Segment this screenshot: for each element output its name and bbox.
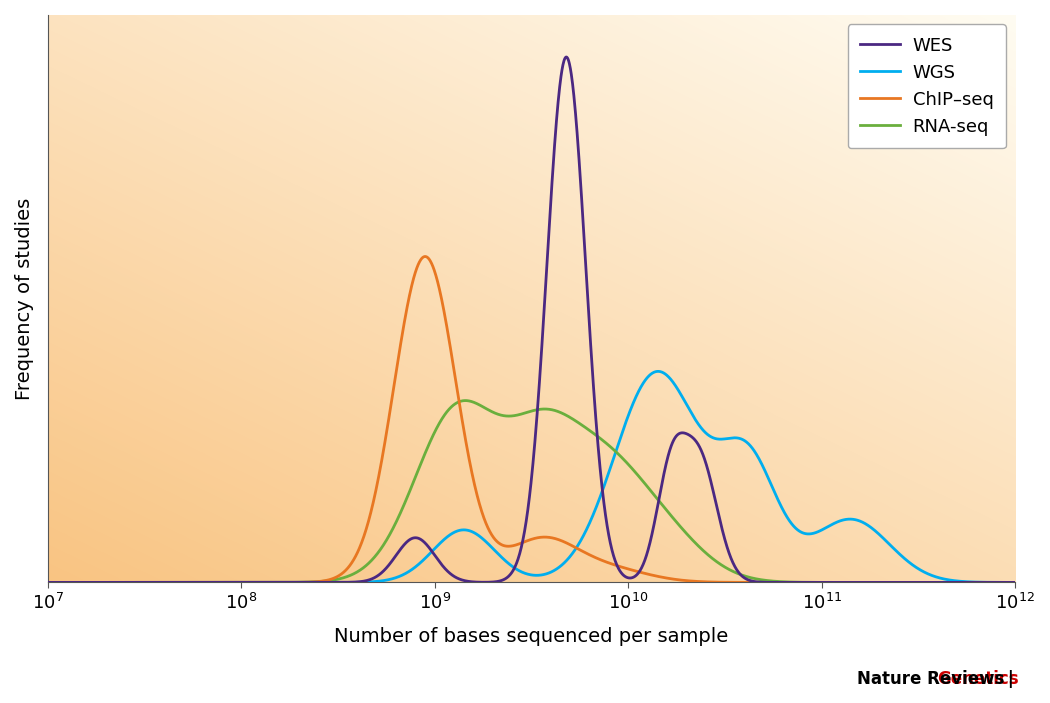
Y-axis label: Frequency of studies: Frequency of studies [15,198,34,400]
Text: Genetics: Genetics [937,669,1018,688]
Text: Nature Reviews |: Nature Reviews | [857,669,1017,688]
Legend: WES, WGS, ChIP–seq, RNA-seq: WES, WGS, ChIP–seq, RNA-seq [847,24,1006,148]
X-axis label: Number of bases sequenced per sample: Number of bases sequenced per sample [334,627,729,646]
